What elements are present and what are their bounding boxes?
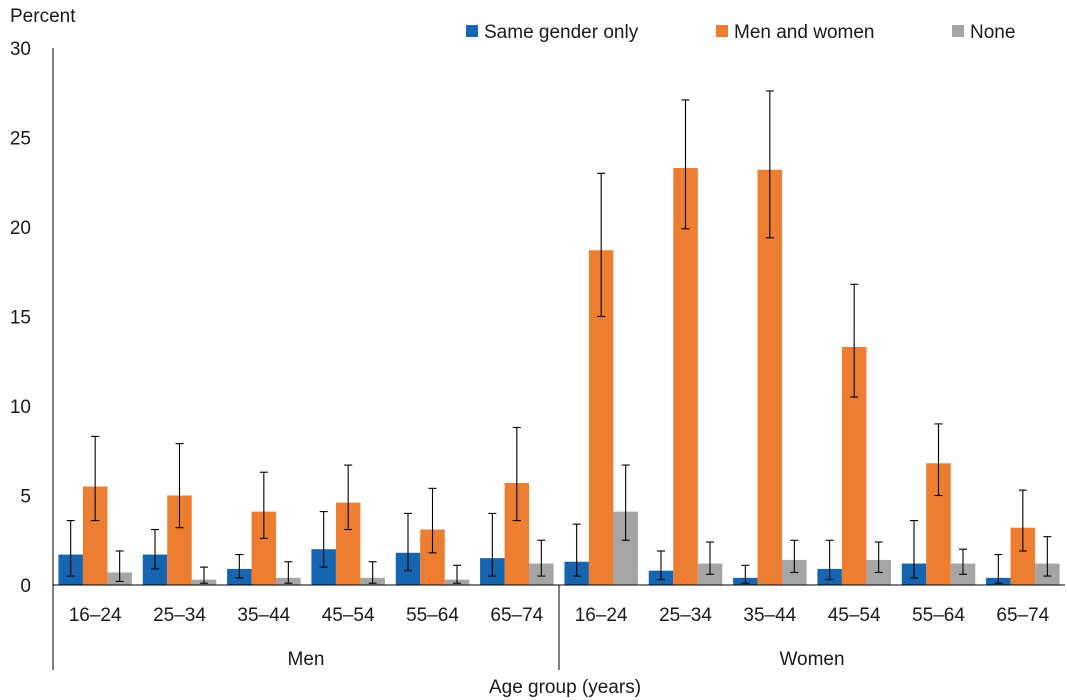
error-bar [344,464,353,531]
x-tick-label: 16–24 [69,605,122,626]
bar [757,169,783,585]
y-axis-ticks: 0 5 10 15 20 25 30 [10,39,31,597]
error-bar [741,564,750,584]
x-axis-title: Age group (years) [489,677,641,698]
error-bar [934,423,943,497]
error-bar [537,539,546,577]
error-bar [428,487,437,554]
error-bar [706,541,714,575]
y-tick-label: 30 [10,39,31,60]
group-label: Women [779,649,844,670]
error-bar [453,564,461,584]
error-bar [319,511,328,568]
error-bar [404,512,412,572]
error-bar [621,464,630,541]
error-bar [994,554,1003,584]
x-axis-labels: 16–24 25–34 35–44 45–54 55–64 65–74 16–24 25–34… [69,605,1050,670]
x-tick-label: 55–64 [406,605,459,626]
legend-swatch [466,25,478,37]
error-bar [825,539,834,581]
error-bar [572,523,581,577]
x-tick-label: 35–44 [743,605,796,626]
x-tick-label: 16–24 [575,605,628,626]
error-bar [597,172,606,318]
legend-item: None [952,22,1015,43]
group-label: Men [288,649,325,670]
error-bar [512,426,521,522]
y-axis-title: Percent [10,6,76,27]
y-tick-label: 15 [10,308,31,329]
error-bar [657,550,665,581]
x-tick-label: 25–34 [153,605,206,626]
legend-item: Men and women [716,22,874,43]
error-bar [790,539,799,574]
legend-label: Same gender only [484,22,639,43]
error-bar [959,548,967,575]
error-bar [175,443,184,529]
error-bar [66,520,75,577]
legend-label: Men and women [734,22,874,43]
x-tick-label: 25–34 [659,605,712,626]
y-tick-label: 5 [20,487,31,508]
error-bar [1018,489,1027,552]
error-bar [681,99,690,230]
error-bar [151,528,159,570]
x-tick-label: 45–54 [828,605,881,626]
y-tick-label: 25 [10,129,31,150]
x-tick-label: 35–44 [237,605,290,626]
y-tick-label: 20 [10,218,31,239]
x-tick-label: 65–74 [490,605,543,626]
legend-item: Same gender only [466,22,639,43]
error-bar [850,283,859,398]
y-tick-label: 10 [10,397,31,418]
error-bar [235,554,244,579]
bar [673,167,698,585]
error-bar [765,90,774,239]
legend: Same gender only Men and women None [466,22,1015,43]
error-bar [259,471,268,540]
x-tick-label: 65–74 [996,605,1049,626]
y-tick-label: 0 [20,576,31,597]
error-bar [91,435,100,522]
error-bar [368,561,377,584]
legend-swatch [716,25,728,37]
error-bar [910,520,918,579]
error-bar [284,561,293,584]
error-bar [1043,536,1052,577]
legend-label: None [970,22,1015,43]
error-bar [200,566,208,584]
error-bar [115,550,124,582]
error-bar [874,541,883,574]
bars [58,90,1060,585]
error-bar [488,512,497,577]
legend-swatch [952,25,964,37]
x-tick-label: 45–54 [322,605,375,626]
x-tick-label: 55–64 [912,605,965,626]
axes [52,48,1065,670]
